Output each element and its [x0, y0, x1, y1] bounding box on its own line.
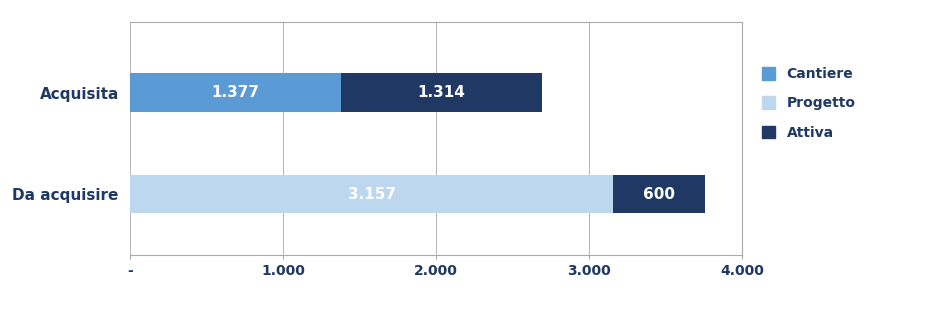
Bar [130, 73, 340, 112]
Text: 3.157: 3.157 [348, 187, 395, 202]
Legend: Cantiere, Progetto, Attiva: Cantiere, Progetto, Attiva [761, 67, 855, 140]
Bar [613, 175, 705, 213]
Bar [340, 73, 541, 112]
Text: 600: 600 [642, 187, 675, 202]
Text: 1.314: 1.314 [417, 85, 464, 100]
Bar [130, 175, 613, 213]
Text: 1.377: 1.377 [211, 85, 259, 100]
